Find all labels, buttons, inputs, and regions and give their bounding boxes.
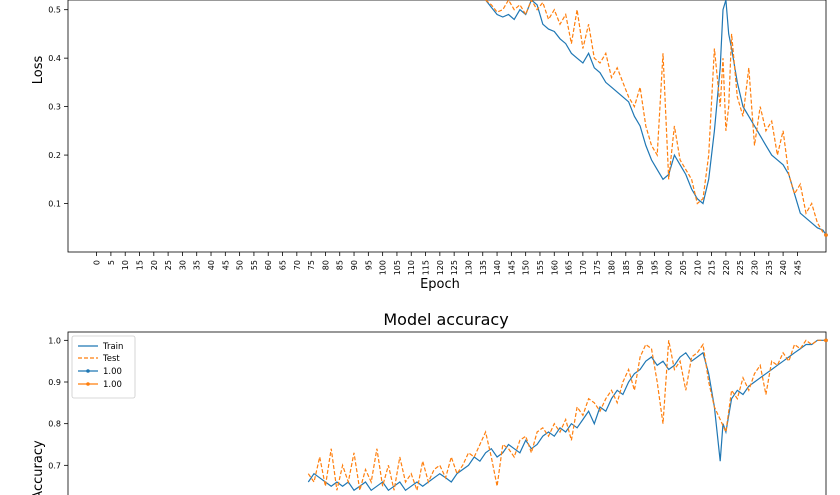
loss-x-tick-label: 235 bbox=[765, 260, 774, 275]
loss-x-tick-label: 90 bbox=[350, 260, 359, 270]
loss-x-axis-label: Epoch bbox=[420, 277, 460, 292]
loss-x-tick-label: 135 bbox=[479, 260, 488, 275]
accuracy-y-axis-label: Accuracy bbox=[31, 440, 46, 495]
loss-x-tick-label: 10 bbox=[121, 260, 130, 270]
loss-x-tick-label: 110 bbox=[407, 260, 416, 275]
loss-x-tick-label: 45 bbox=[221, 260, 230, 270]
loss-x-tick-label: 175 bbox=[593, 260, 602, 275]
loss-final-point-test bbox=[824, 233, 828, 237]
loss-y-tick-label: 0.5 bbox=[48, 6, 61, 15]
loss-x-tick-label: 30 bbox=[178, 260, 187, 270]
loss-x-tick-label: 165 bbox=[565, 260, 574, 275]
accuracy-final-point-test bbox=[824, 338, 828, 343]
accuracy-plot-frame bbox=[67, 331, 827, 495]
loss-x-tick-label: 215 bbox=[708, 260, 717, 275]
loss-x-tick-label: 75 bbox=[307, 260, 316, 270]
loss-x-tick-label: 185 bbox=[622, 260, 631, 275]
loss-x-tick-label: 0 bbox=[93, 260, 102, 265]
loss-y-tick-label: 0.1 bbox=[48, 200, 61, 209]
legend-label-train-final: 1.00 bbox=[103, 367, 122, 377]
legend-label-test: Test bbox=[102, 354, 120, 364]
loss-x-tick-label: 195 bbox=[650, 260, 659, 275]
loss-x-tick-label: 245 bbox=[793, 260, 802, 275]
accuracy-y-tick-label: 0.7 bbox=[48, 461, 61, 470]
loss-x-tick-label: 95 bbox=[364, 260, 373, 270]
accuracy-y-tick-label: 1.0 bbox=[48, 336, 61, 345]
loss-y-axis-label: Loss bbox=[31, 56, 46, 85]
accuracy-series-group bbox=[307, 338, 828, 493]
legend-marker-train-final bbox=[86, 369, 90, 373]
loss-x-tick-label: 25 bbox=[164, 260, 173, 270]
loss-x-tick-label: 65 bbox=[279, 260, 288, 270]
accuracy-y-tick-label: 0.8 bbox=[48, 420, 61, 429]
loss-x-tick-label: 150 bbox=[522, 260, 531, 275]
legend-label-train: Train bbox=[102, 342, 123, 352]
loss-y-ticks: 0.1 0.2 0.3 0.4 0.5 bbox=[48, 6, 68, 209]
legend-label-test-final: 1.00 bbox=[103, 380, 122, 390]
accuracy-y-ticks: 0.7 0.8 0.9 1.0 bbox=[48, 336, 68, 470]
loss-x-tick-label: 200 bbox=[665, 260, 674, 275]
legend-marker-test-final bbox=[86, 382, 90, 386]
loss-x-tick-label: 225 bbox=[736, 260, 745, 275]
loss-x-tick-label: 115 bbox=[422, 260, 431, 275]
loss-y-tick-label: 0.3 bbox=[48, 103, 61, 112]
loss-x-tick-label: 105 bbox=[393, 260, 402, 275]
loss-x-tick-label: 140 bbox=[493, 260, 502, 275]
loss-x-tick-label: 145 bbox=[507, 260, 516, 275]
loss-series-train bbox=[485, 0, 827, 236]
loss-x-tick-label: 40 bbox=[207, 260, 216, 270]
accuracy-series-train bbox=[307, 339, 826, 492]
loss-x-tick-label: 240 bbox=[779, 260, 788, 275]
loss-series-group bbox=[485, 0, 828, 237]
loss-x-tick-label: 190 bbox=[636, 260, 645, 275]
loss-x-tick-label: 130 bbox=[464, 260, 473, 275]
loss-plot-frame bbox=[67, 0, 827, 253]
loss-x-tick-label: 60 bbox=[264, 260, 273, 270]
accuracy-legend: Train Test 1.00 1.00 bbox=[71, 335, 136, 399]
loss-x-tick-label: 100 bbox=[379, 260, 388, 275]
loss-x-tick-label: 125 bbox=[450, 260, 459, 275]
loss-x-tick-label: 55 bbox=[250, 260, 259, 270]
loss-plot: 0.1 0.2 0.3 0.4 0.5 0 5 10 15 20 25 30 35 40 45 50 55 60… bbox=[31, 0, 828, 292]
loss-x-tick-label: 20 bbox=[150, 260, 159, 270]
loss-x-tick-label: 85 bbox=[336, 260, 345, 270]
accuracy-plot: Model accuracy 0.7 0.8 0.9 1.0 Accuracy Tra… bbox=[31, 310, 828, 495]
loss-x-tick-label: 5 bbox=[107, 260, 116, 265]
loss-x-tick-label: 170 bbox=[579, 260, 588, 275]
loss-x-tick-label: 205 bbox=[679, 260, 688, 275]
loss-x-tick-label: 35 bbox=[193, 260, 202, 270]
loss-x-tick-label: 70 bbox=[293, 260, 302, 270]
loss-x-tick-label: 160 bbox=[550, 260, 559, 275]
accuracy-series-test bbox=[307, 339, 826, 493]
accuracy-y-tick-label: 0.9 bbox=[48, 378, 61, 387]
loss-x-tick-label: 80 bbox=[321, 260, 330, 270]
loss-x-tick-label: 50 bbox=[236, 260, 245, 270]
loss-series-test bbox=[485, 0, 827, 236]
loss-x-tick-label: 210 bbox=[693, 260, 702, 275]
loss-y-tick-label: 0.2 bbox=[48, 151, 61, 160]
loss-x-tick-label: 180 bbox=[607, 260, 616, 275]
loss-x-tick-label: 230 bbox=[750, 260, 759, 275]
loss-x-ticks: 0 5 10 15 20 25 30 35 40 45 50 55 60 65 70 75 80 85 90 95 10… bbox=[93, 252, 802, 275]
loss-x-tick-label: 220 bbox=[722, 260, 731, 275]
loss-x-tick-label: 120 bbox=[436, 260, 445, 275]
accuracy-chart-title: Model accuracy bbox=[383, 310, 508, 329]
loss-x-tick-label: 15 bbox=[136, 260, 145, 270]
loss-x-tick-label: 155 bbox=[536, 260, 545, 275]
loss-y-tick-label: 0.4 bbox=[48, 54, 61, 63]
